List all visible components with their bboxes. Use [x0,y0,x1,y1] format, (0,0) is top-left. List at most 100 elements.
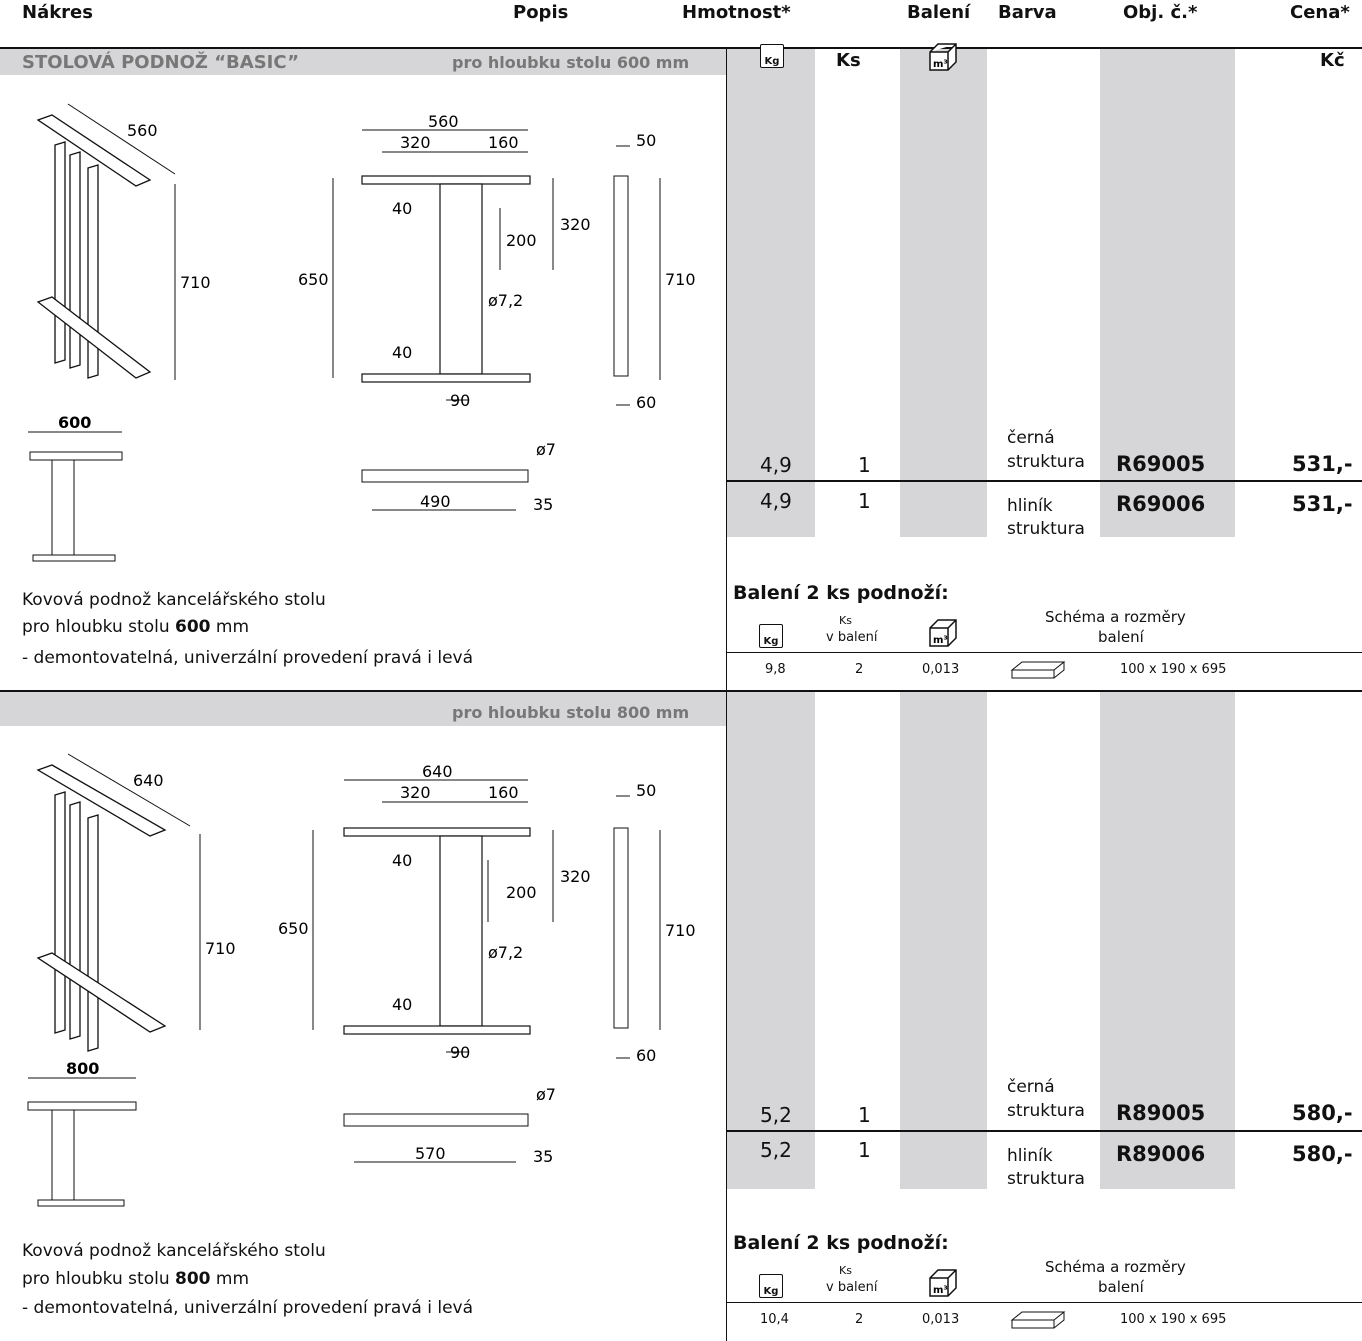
dim-side-710: 710 [665,921,696,940]
pack-ks-sublabel: v balení [826,630,878,645]
dim-bar-length: 570 [415,1144,446,1163]
row-ks: 1 [858,453,871,477]
row-color-sub: struktura [1007,1101,1085,1121]
dim-40b: 40 [392,343,412,362]
dim-side-50: 50 [636,781,656,800]
row-color: hliník [1007,1146,1053,1166]
header-hmotnost: Hmotnost* [682,2,791,23]
row-color: černá [1007,428,1055,448]
row-ks: 1 [858,489,871,513]
gray-col-weight [727,692,815,1189]
dim-iso-width: 640 [133,771,164,790]
row-price: 580,- [1292,1101,1353,1125]
dim-b: 160 [488,133,519,152]
divider [0,47,1362,49]
row-ks: 1 [858,1138,871,1162]
volume-icon: m³ [929,619,957,647]
pack-ks-label: Ks [839,614,852,627]
dim-bar-hole: ø7 [536,1085,556,1104]
row-price: 531,- [1292,452,1353,476]
currency-label: Kč [1320,50,1345,71]
dim-bar-hole: ø7 [536,440,556,459]
svg-text:m³: m³ [933,1285,948,1296]
pack-title: Balení 2 ks podnoží: [733,1232,949,1254]
ks-header: Ks [836,50,861,71]
gray-col-baleni [900,692,987,1189]
pack-schema-label: Schéma a rozměry [1045,1258,1186,1276]
svg-text:m³: m³ [933,635,948,646]
row-divider [727,1130,1362,1132]
technical-drawing-600: 560 710 600 560 320 160 650 320 200 40 4… [28,103,696,562]
dim-bar-35: 35 [533,495,553,514]
gray-col-code [1100,49,1235,537]
dim-a: 320 [400,133,431,152]
section-title: STOLOVÁ PODNOŽ “BASIC” [22,52,300,73]
gray-col-baleni [900,49,987,537]
package-icon [1010,661,1066,679]
pack-divider [727,1302,1362,1303]
description-line: pro hloubku stolu 800 mm [22,1269,250,1289]
row-color-sub: struktura [1007,1169,1085,1189]
dim-side-60: 60 [636,1046,656,1065]
row-code: R69005 [1116,452,1206,476]
volume-icon: m³ [929,43,957,71]
pack-schema-sublabel: balení [1098,628,1144,646]
dim-200: 200 [506,231,537,250]
pack-dims: 100 x 190 x 695 [1120,662,1227,677]
technical-drawing-800: 640 710 800 640 320 160 650 320 200 40 4… [27,753,696,1207]
pack-weight: 10,4 [760,1312,789,1327]
dim-40a: 40 [392,199,412,218]
dim-front: 600 [58,413,91,432]
dim-side-710: 710 [665,270,696,289]
section-subtitle: pro hloubku stolu 800 mm [452,703,690,722]
pack-ks: 2 [855,662,864,677]
dim-40b: 40 [392,995,412,1014]
dim-side-60: 60 [636,393,656,412]
pack-weight: 9,8 [765,662,786,677]
pack-divider [727,652,1362,653]
row-color: hliník [1007,496,1053,516]
svg-text:m³: m³ [933,59,948,70]
header-baleni: Balení [907,2,971,23]
dim-hole: ø7,2 [488,291,523,310]
header-obj: Obj. č.* [1123,2,1198,23]
dim-iso-height: 710 [180,273,211,292]
row-divider [727,480,1362,482]
column-divider [726,49,727,1341]
dim-hole: ø7,2 [488,943,523,962]
package-icon [1010,1311,1066,1329]
pack-title: Balení 2 ks podnoží: [733,582,949,604]
dim-a: 320 [400,783,431,802]
row-color-sub: struktura [1007,452,1085,472]
header-barva: Barva [998,2,1057,23]
dim-side-50: 50 [636,131,656,150]
pack-ks: 2 [855,1312,864,1327]
weight-icon: Kg [760,44,784,68]
row-ks: 1 [858,1103,871,1127]
header-cena: Cena* [1290,2,1350,23]
dim-top-width: 640 [422,762,453,781]
dim-320: 320 [560,215,591,234]
row-price: 580,- [1292,1142,1353,1166]
description-line: pro hloubku stolu 600 mm [22,617,250,637]
pack-schema-sublabel: balení [1098,1278,1144,1296]
row-code: R89006 [1116,1142,1206,1166]
volume-icon: m³ [929,1269,957,1297]
gray-col-weight [727,49,815,537]
pack-dims: 100 x 190 x 695 [1120,1312,1227,1327]
row-color-sub: struktura [1007,519,1085,539]
row-weight: 5,2 [760,1138,792,1162]
dim-90: 90 [450,1043,470,1062]
header-nakres: Nákres [22,2,93,23]
row-color: černá [1007,1077,1055,1097]
row-weight: 5,2 [760,1103,792,1127]
description-line: Kovová podnož kancelářského stolu [22,590,326,610]
description-line: - demontovatelná, univerzální provedení … [22,648,474,668]
gray-col-code [1100,692,1235,1189]
pack-ks-sublabel: v balení [826,1280,878,1295]
weight-icon: Kg [759,1274,783,1298]
dim-320: 320 [560,867,591,886]
section-subtitle: pro hloubku stolu 600 mm [452,53,690,72]
dim-650: 650 [298,270,329,289]
row-price: 531,- [1292,492,1353,516]
